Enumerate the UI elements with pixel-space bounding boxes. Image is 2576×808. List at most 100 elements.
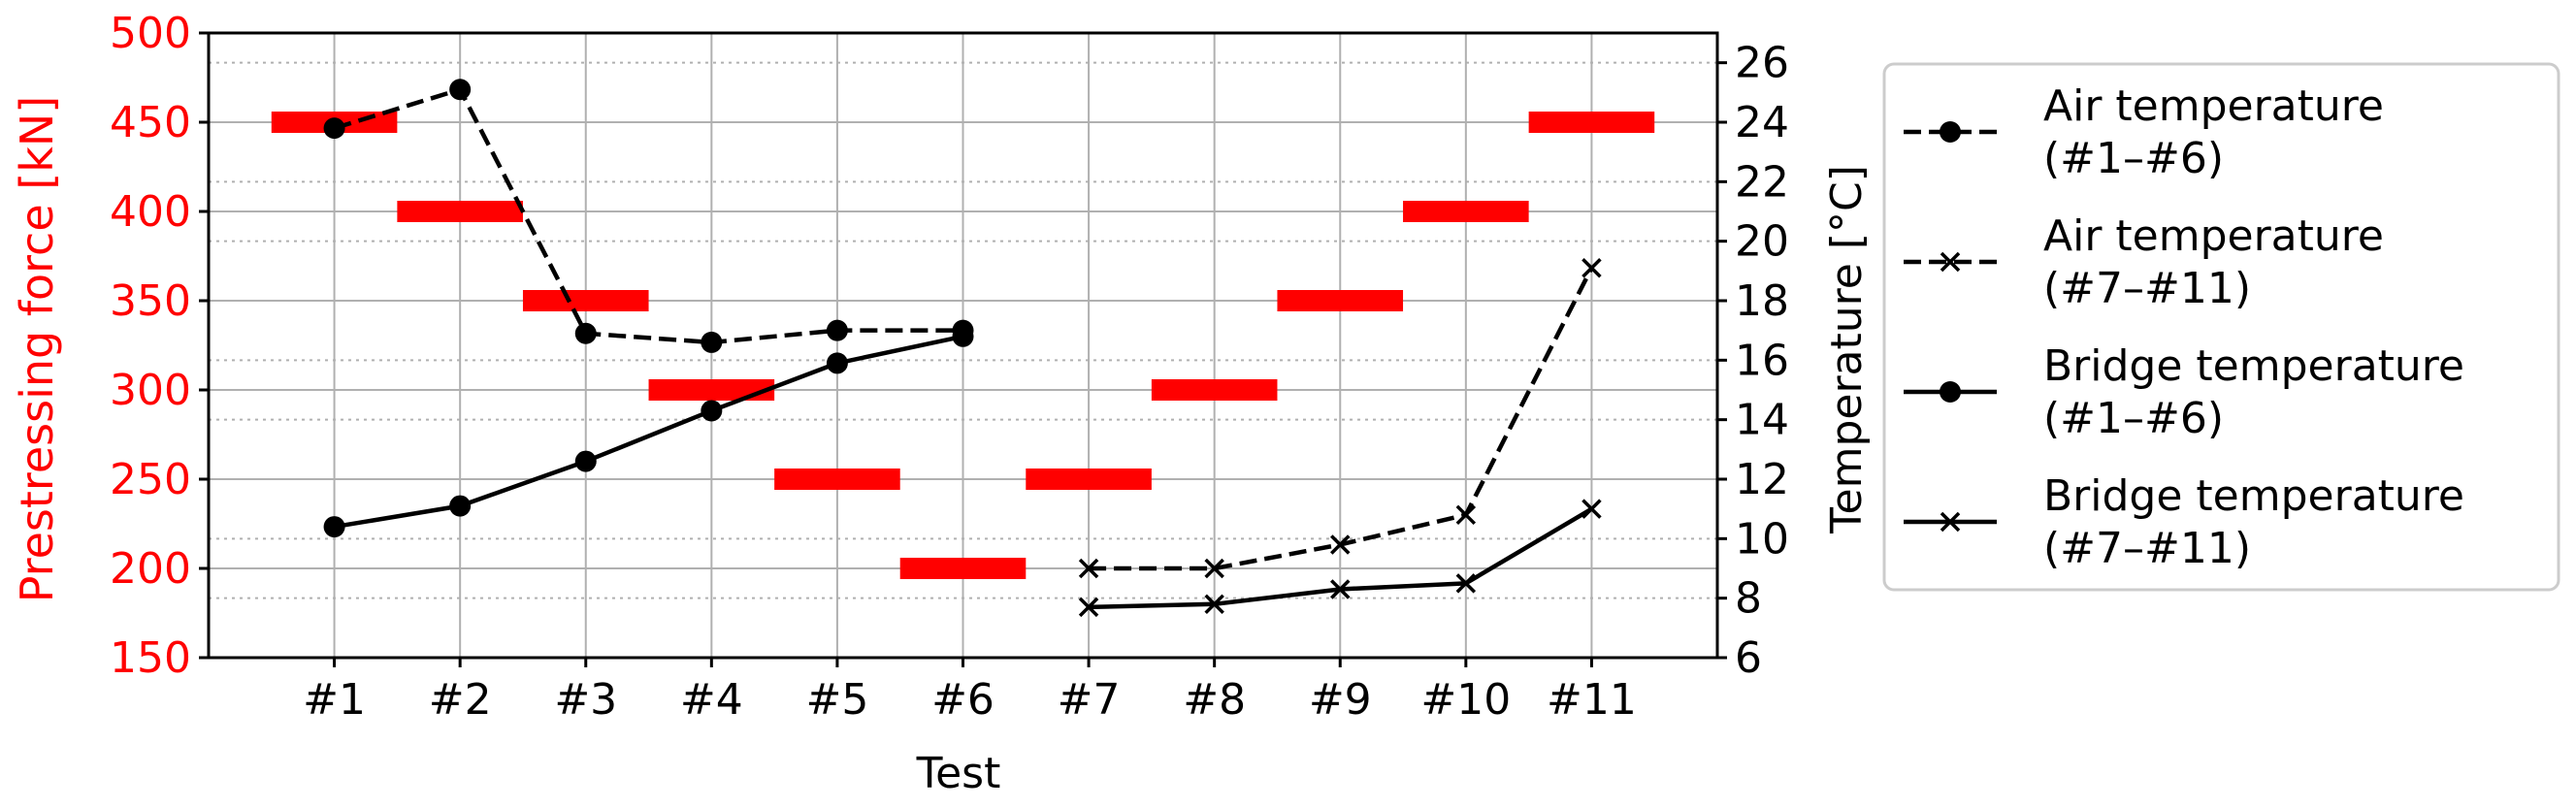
data-point-x <box>1078 558 1099 579</box>
data-point-circle <box>449 79 472 101</box>
right-tick-label: 6 <box>1735 633 1762 683</box>
right-tick-label: 24 <box>1735 98 1789 147</box>
data-point-circle <box>323 516 345 538</box>
data-point-x <box>1455 504 1477 526</box>
left-tick-label: 250 <box>110 455 191 504</box>
x-axis-label: Test <box>916 749 1001 798</box>
right-tick-label: 12 <box>1735 455 1789 504</box>
right-tick-label: 26 <box>1735 39 1789 88</box>
data-point-circle <box>826 319 848 341</box>
prestressing-force-bar <box>648 379 775 401</box>
series-line <box>323 325 974 538</box>
legend: Air temperature (#1–#6)Air temperature (… <box>1882 62 2560 592</box>
legend-label: Air temperature <box>2043 211 2384 261</box>
legend-entry: Air temperature (#7–#11) <box>1904 211 2384 313</box>
data-point-circle <box>574 450 597 472</box>
x-marker-stroke <box>1330 534 1351 555</box>
x-tick-label: #4 <box>680 675 743 725</box>
x-marker-stroke <box>1455 504 1477 526</box>
x-marker-stroke <box>1940 511 1961 533</box>
legend-label: (#1–#6) <box>2043 134 2224 183</box>
prestressing-force-bar <box>397 201 523 222</box>
data-point-x <box>1581 258 1602 278</box>
legend-label: (#7–#11) <box>2043 264 2251 313</box>
legend-label: (#7–#11) <box>2043 524 2251 573</box>
x-tick-label: #7 <box>1058 675 1121 725</box>
right-y-axis: 6 8 10 12 14 16 18 20 22 24 26 <box>1717 39 1789 683</box>
left-tick-label: 200 <box>110 544 191 594</box>
legend-frame <box>1882 62 2560 592</box>
prestressing-force-bar <box>1277 290 1404 311</box>
x-tick-label: #11 <box>1547 675 1637 725</box>
data-point-circle <box>1940 121 1961 143</box>
data-point-x <box>1204 558 1224 579</box>
prestressing-force-bar <box>1151 379 1278 401</box>
left-y-axis: 150 200 250 300 350 400 450 500 <box>110 9 209 683</box>
x-tick-label: #10 <box>1420 675 1511 725</box>
x-tick-label: #8 <box>1183 675 1246 725</box>
data-point-circle <box>323 117 345 140</box>
right-tick-label: 16 <box>1735 336 1789 385</box>
series-path <box>333 87 963 345</box>
right-tick-label: 8 <box>1735 574 1762 624</box>
x-marker-stroke <box>1204 594 1224 615</box>
series-layer <box>323 79 1602 618</box>
prestressing-force-bar <box>522 290 649 311</box>
data-point-x <box>1330 534 1351 555</box>
x-marker-stroke <box>1940 251 1961 273</box>
data-point-x <box>1330 579 1351 599</box>
left-tick-label: 300 <box>110 366 191 415</box>
series-line <box>323 79 974 353</box>
legend-label: Bridge temperature <box>2043 471 2464 521</box>
x-axis: #1 #2 #3 #4 #5 #6 #7 #8 #9 #10 #11 <box>303 658 1637 725</box>
legend-entry: Air temperature (#1–#6) <box>1904 81 2384 183</box>
x-marker-stroke <box>1078 597 1099 618</box>
x-marker-stroke <box>1581 258 1602 278</box>
right-tick-label: 20 <box>1735 217 1789 267</box>
left-tick-label: 450 <box>110 98 191 147</box>
right-y-axis-label: Temperature [°C] <box>1822 165 1872 534</box>
x-tick-label: #3 <box>554 675 617 725</box>
data-point-x <box>1455 573 1477 594</box>
prestressing-force-bar <box>1528 112 1655 133</box>
data-point-circle <box>952 325 974 347</box>
left-y-axis-label: Prestressing force [kN] <box>11 96 63 602</box>
legend-label: (#1–#6) <box>2043 394 2224 443</box>
legend-entry: Bridge temperature (#7–#11) <box>1904 471 2464 573</box>
prestressing-force-bar <box>1403 201 1529 222</box>
left-tick-label: 400 <box>110 187 191 237</box>
x-tick-label: #2 <box>429 675 492 725</box>
right-tick-label: 18 <box>1735 276 1789 326</box>
data-point-x <box>1940 511 1961 533</box>
left-tick-label: 150 <box>110 633 191 683</box>
data-point-circle <box>826 352 848 374</box>
x-marker-stroke <box>1455 573 1477 594</box>
data-point-circle <box>1940 381 1961 403</box>
right-tick-label: 10 <box>1735 514 1789 564</box>
prestressing-force-bar <box>1026 469 1152 490</box>
data-point-circle <box>449 495 472 517</box>
legend-entry: Bridge temperature (#1–#6) <box>1904 341 2464 443</box>
series-path <box>334 334 963 530</box>
left-tick-label: 500 <box>110 9 191 58</box>
data-point-x <box>1078 597 1099 618</box>
data-point-circle <box>701 331 723 353</box>
right-tick-label: 22 <box>1735 157 1789 207</box>
series-line <box>1078 499 1602 618</box>
x-tick-label: #9 <box>1309 675 1372 725</box>
x-marker-stroke <box>1330 579 1351 599</box>
data-point-x <box>1581 499 1602 519</box>
legend-label: Bridge temperature <box>2043 341 2464 391</box>
x-tick-label: #6 <box>931 675 995 725</box>
legend-label: Air temperature <box>2043 81 2384 131</box>
data-point-x <box>1204 594 1224 615</box>
x-tick-label: #1 <box>303 675 366 725</box>
x-tick-label: #5 <box>805 675 868 725</box>
x-marker-stroke <box>1581 499 1602 519</box>
data-point-circle <box>701 400 723 422</box>
data-point-x <box>1940 251 1961 273</box>
prestressing-force-bar <box>899 558 1027 579</box>
data-point-circle <box>574 322 597 344</box>
series-line <box>1078 258 1602 579</box>
